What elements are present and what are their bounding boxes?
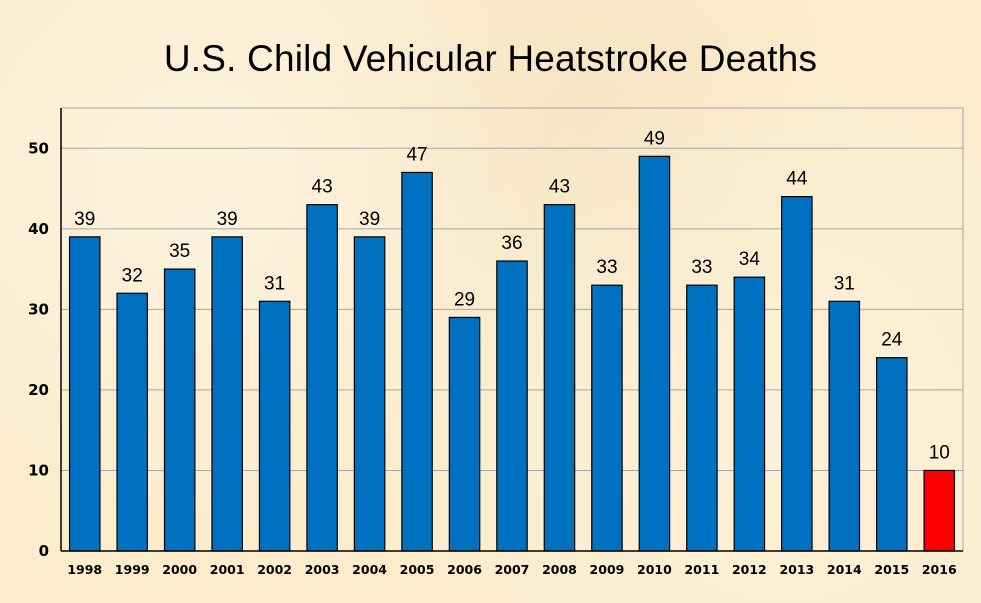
y-tick-label: 20 [28, 381, 49, 399]
bar-2016 [923, 469, 956, 552]
bar-2013 [781, 196, 813, 552]
x-tick-label-2001: 2001 [210, 562, 245, 577]
data-label-2000: 35 [169, 241, 190, 262]
data-label-2005: 47 [406, 144, 427, 165]
x-tick-label-2000: 2000 [162, 562, 197, 577]
bar-2007 [496, 260, 528, 552]
x-tick-label-2012: 2012 [732, 562, 767, 577]
bar-2002 [258, 300, 291, 552]
x-tick-label-2006: 2006 [447, 562, 482, 577]
x-tick-label-2016: 2016 [922, 562, 957, 577]
bar-2012 [733, 276, 766, 552]
x-tick-label-2007: 2007 [495, 562, 530, 577]
data-label-2003: 43 [312, 177, 333, 198]
x-tick-label-1998: 1998 [67, 562, 102, 577]
bar-2015 [875, 357, 908, 552]
x-tick-label-2003: 2003 [305, 562, 340, 577]
bar-2009 [591, 284, 623, 552]
y-tick-label: 0 [39, 542, 49, 560]
data-label-2010: 49 [644, 128, 665, 149]
x-tick-label-1999: 1999 [115, 562, 150, 577]
bar-1999 [116, 292, 149, 552]
y-tick-label: 50 [28, 139, 49, 157]
data-label-2002: 31 [264, 273, 285, 294]
data-label-2015: 24 [881, 330, 903, 351]
data-label-2011: 33 [691, 257, 712, 278]
y-tick-label: 30 [28, 300, 49, 318]
data-label-2012: 34 [739, 249, 761, 270]
data-label-1999: 32 [122, 265, 143, 286]
x-tick-label-2014: 2014 [827, 562, 862, 577]
data-label-2007: 36 [501, 233, 522, 254]
data-label-2009: 33 [596, 257, 617, 278]
x-tick-label-2013: 2013 [779, 562, 814, 577]
y-tick-label: 40 [28, 220, 49, 238]
x-tick-label-2010: 2010 [637, 562, 672, 577]
data-labels: 39 32 35 39 31 43 39 47 29 36 43 33 49 33 34 44 31 24 10 [74, 128, 950, 463]
bar-2010 [638, 155, 671, 552]
x-tick-label-2005: 2005 [400, 562, 435, 577]
data-label-2014: 31 [834, 273, 855, 294]
x-tick-label-2011: 2011 [684, 562, 719, 577]
bar-2006 [448, 316, 481, 552]
bars [68, 155, 956, 552]
x-tick-label-2009: 2009 [590, 562, 625, 577]
x-tick-label-2008: 2008 [542, 562, 577, 577]
y-tick-label: 10 [28, 461, 49, 479]
x-tick-label-2015: 2015 [874, 562, 909, 577]
bar-2011 [686, 284, 718, 552]
data-label-2013: 44 [786, 169, 808, 190]
bar-2000 [163, 268, 196, 552]
x-tick-label-2004: 2004 [352, 562, 387, 577]
plot-frame [60, 107, 964, 552]
bar-2014 [828, 300, 861, 552]
data-label-1998: 39 [74, 209, 95, 230]
y-axis-tick-labels: 0 10 20 30 40 50 [28, 139, 49, 560]
data-label-2006: 29 [454, 289, 475, 310]
bar-2001 [211, 236, 243, 552]
data-label-2008: 43 [549, 177, 570, 198]
x-axis-tick-labels: 1998 1999 2000 2001 2002 2003 2004 2005 2006 2007… [67, 562, 957, 577]
bar-2003 [306, 204, 338, 552]
chart-title: U.S. Child Vehicular Heatstroke Deaths [163, 38, 818, 79]
data-label-2004: 39 [359, 209, 380, 230]
data-label-2016: 10 [929, 442, 950, 463]
data-label-2001: 39 [217, 209, 238, 230]
bar-2004 [353, 236, 386, 552]
bar-1998 [68, 236, 101, 552]
bar-2005 [401, 171, 433, 552]
bar-2008 [543, 204, 576, 552]
x-tick-label-2002: 2002 [257, 562, 292, 577]
